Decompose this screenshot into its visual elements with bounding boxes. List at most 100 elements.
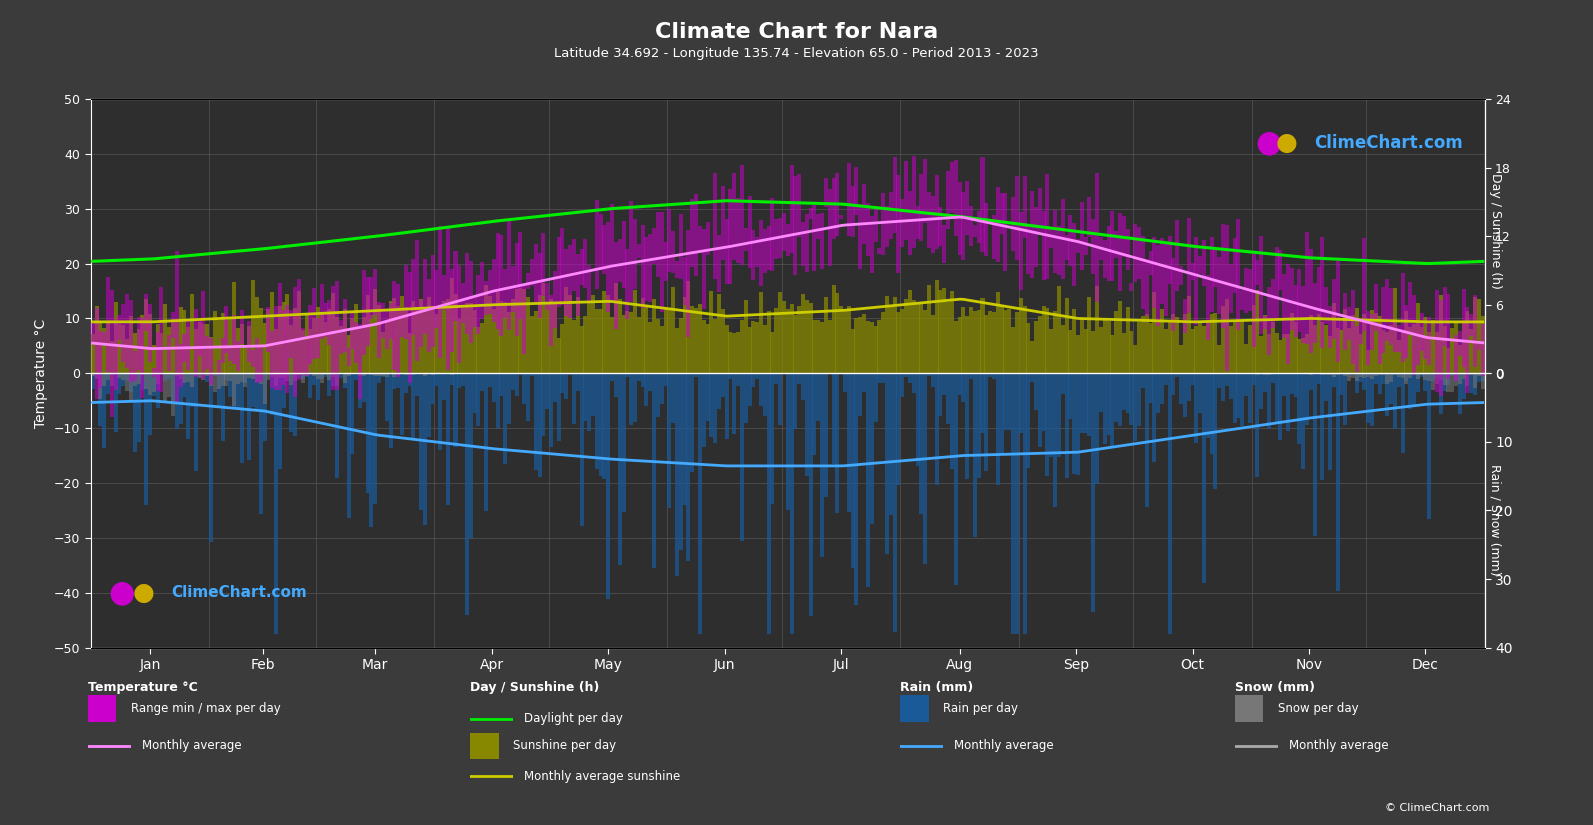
Bar	[1290, 314, 1294, 373]
Bar	[1241, 290, 1244, 310]
Bar	[804, 214, 809, 272]
Bar	[118, 373, 121, 378]
Text: Rain per day: Rain per day	[943, 702, 1018, 715]
Bar	[675, 261, 679, 278]
Bar	[667, 210, 671, 272]
Bar	[840, 215, 843, 219]
Bar	[1286, 373, 1290, 375]
Bar	[468, 262, 473, 343]
Bar	[602, 224, 607, 274]
Bar	[320, 314, 323, 373]
Bar	[1263, 373, 1266, 392]
Bar	[400, 296, 405, 373]
Bar	[675, 328, 679, 373]
Bar	[1466, 373, 1469, 375]
Bar	[1359, 334, 1362, 373]
Bar	[1149, 323, 1152, 373]
Bar	[984, 202, 988, 257]
Bar	[118, 315, 121, 340]
Bar	[99, 331, 102, 389]
Bar	[981, 158, 984, 252]
Bar	[1228, 264, 1233, 313]
Bar	[331, 286, 335, 390]
Bar	[728, 189, 733, 284]
Bar	[296, 291, 301, 373]
Bar	[1362, 238, 1367, 331]
Bar	[652, 299, 656, 373]
Bar	[981, 298, 984, 373]
Bar	[1462, 373, 1466, 399]
Bar	[225, 306, 228, 353]
Bar	[545, 283, 550, 309]
Bar	[878, 373, 881, 383]
Bar	[373, 289, 378, 373]
Bar	[1050, 328, 1053, 373]
Bar	[919, 173, 924, 241]
Bar	[755, 322, 760, 373]
Bar	[145, 373, 148, 389]
Bar	[132, 373, 137, 452]
Bar	[427, 297, 430, 373]
Bar	[919, 373, 924, 515]
Bar	[758, 373, 763, 406]
Bar	[107, 373, 110, 380]
Bar	[373, 373, 378, 504]
Bar	[733, 332, 736, 373]
Bar	[1255, 373, 1260, 375]
Bar	[1034, 373, 1039, 410]
Bar	[660, 212, 664, 312]
Bar	[386, 373, 389, 376]
Bar	[602, 291, 607, 373]
Bar	[1305, 373, 1309, 425]
Bar	[132, 351, 137, 381]
Bar	[1481, 373, 1485, 389]
Bar	[949, 291, 954, 373]
Bar	[503, 302, 507, 373]
Bar	[1053, 311, 1058, 373]
Bar	[859, 204, 862, 269]
Bar	[575, 253, 580, 316]
Bar	[1297, 269, 1301, 332]
Bar	[304, 341, 309, 376]
Bar	[656, 373, 660, 417]
Bar	[515, 373, 519, 396]
Bar	[1121, 333, 1126, 373]
Bar	[392, 373, 397, 378]
Bar	[602, 373, 607, 479]
Bar	[99, 321, 102, 373]
Bar	[656, 319, 660, 373]
Bar	[782, 213, 785, 251]
Bar	[637, 243, 640, 257]
Bar	[170, 373, 175, 401]
Bar	[156, 373, 159, 408]
Bar	[870, 373, 873, 524]
Bar	[1462, 322, 1466, 373]
Bar	[1481, 324, 1485, 376]
Bar	[1263, 373, 1266, 375]
Bar	[110, 373, 113, 386]
Bar	[1145, 373, 1149, 507]
Bar	[1477, 342, 1481, 350]
Bar	[847, 163, 851, 237]
Bar	[435, 373, 438, 385]
Bar	[652, 228, 656, 264]
Bar	[613, 373, 618, 398]
Bar	[1141, 236, 1145, 309]
Bar	[1233, 321, 1236, 373]
Bar	[309, 329, 312, 373]
Bar	[873, 326, 878, 373]
Bar	[946, 172, 949, 229]
Bar	[1294, 285, 1298, 337]
Bar	[1340, 319, 1343, 330]
Bar	[629, 373, 632, 425]
Bar	[1184, 314, 1187, 373]
Bar	[350, 373, 354, 454]
Bar	[263, 373, 266, 441]
Bar	[747, 196, 752, 268]
Bar	[205, 336, 209, 370]
Bar	[583, 373, 588, 421]
Bar	[640, 224, 645, 309]
Bar	[1340, 330, 1343, 373]
Bar	[790, 373, 793, 634]
Bar	[1190, 263, 1195, 280]
